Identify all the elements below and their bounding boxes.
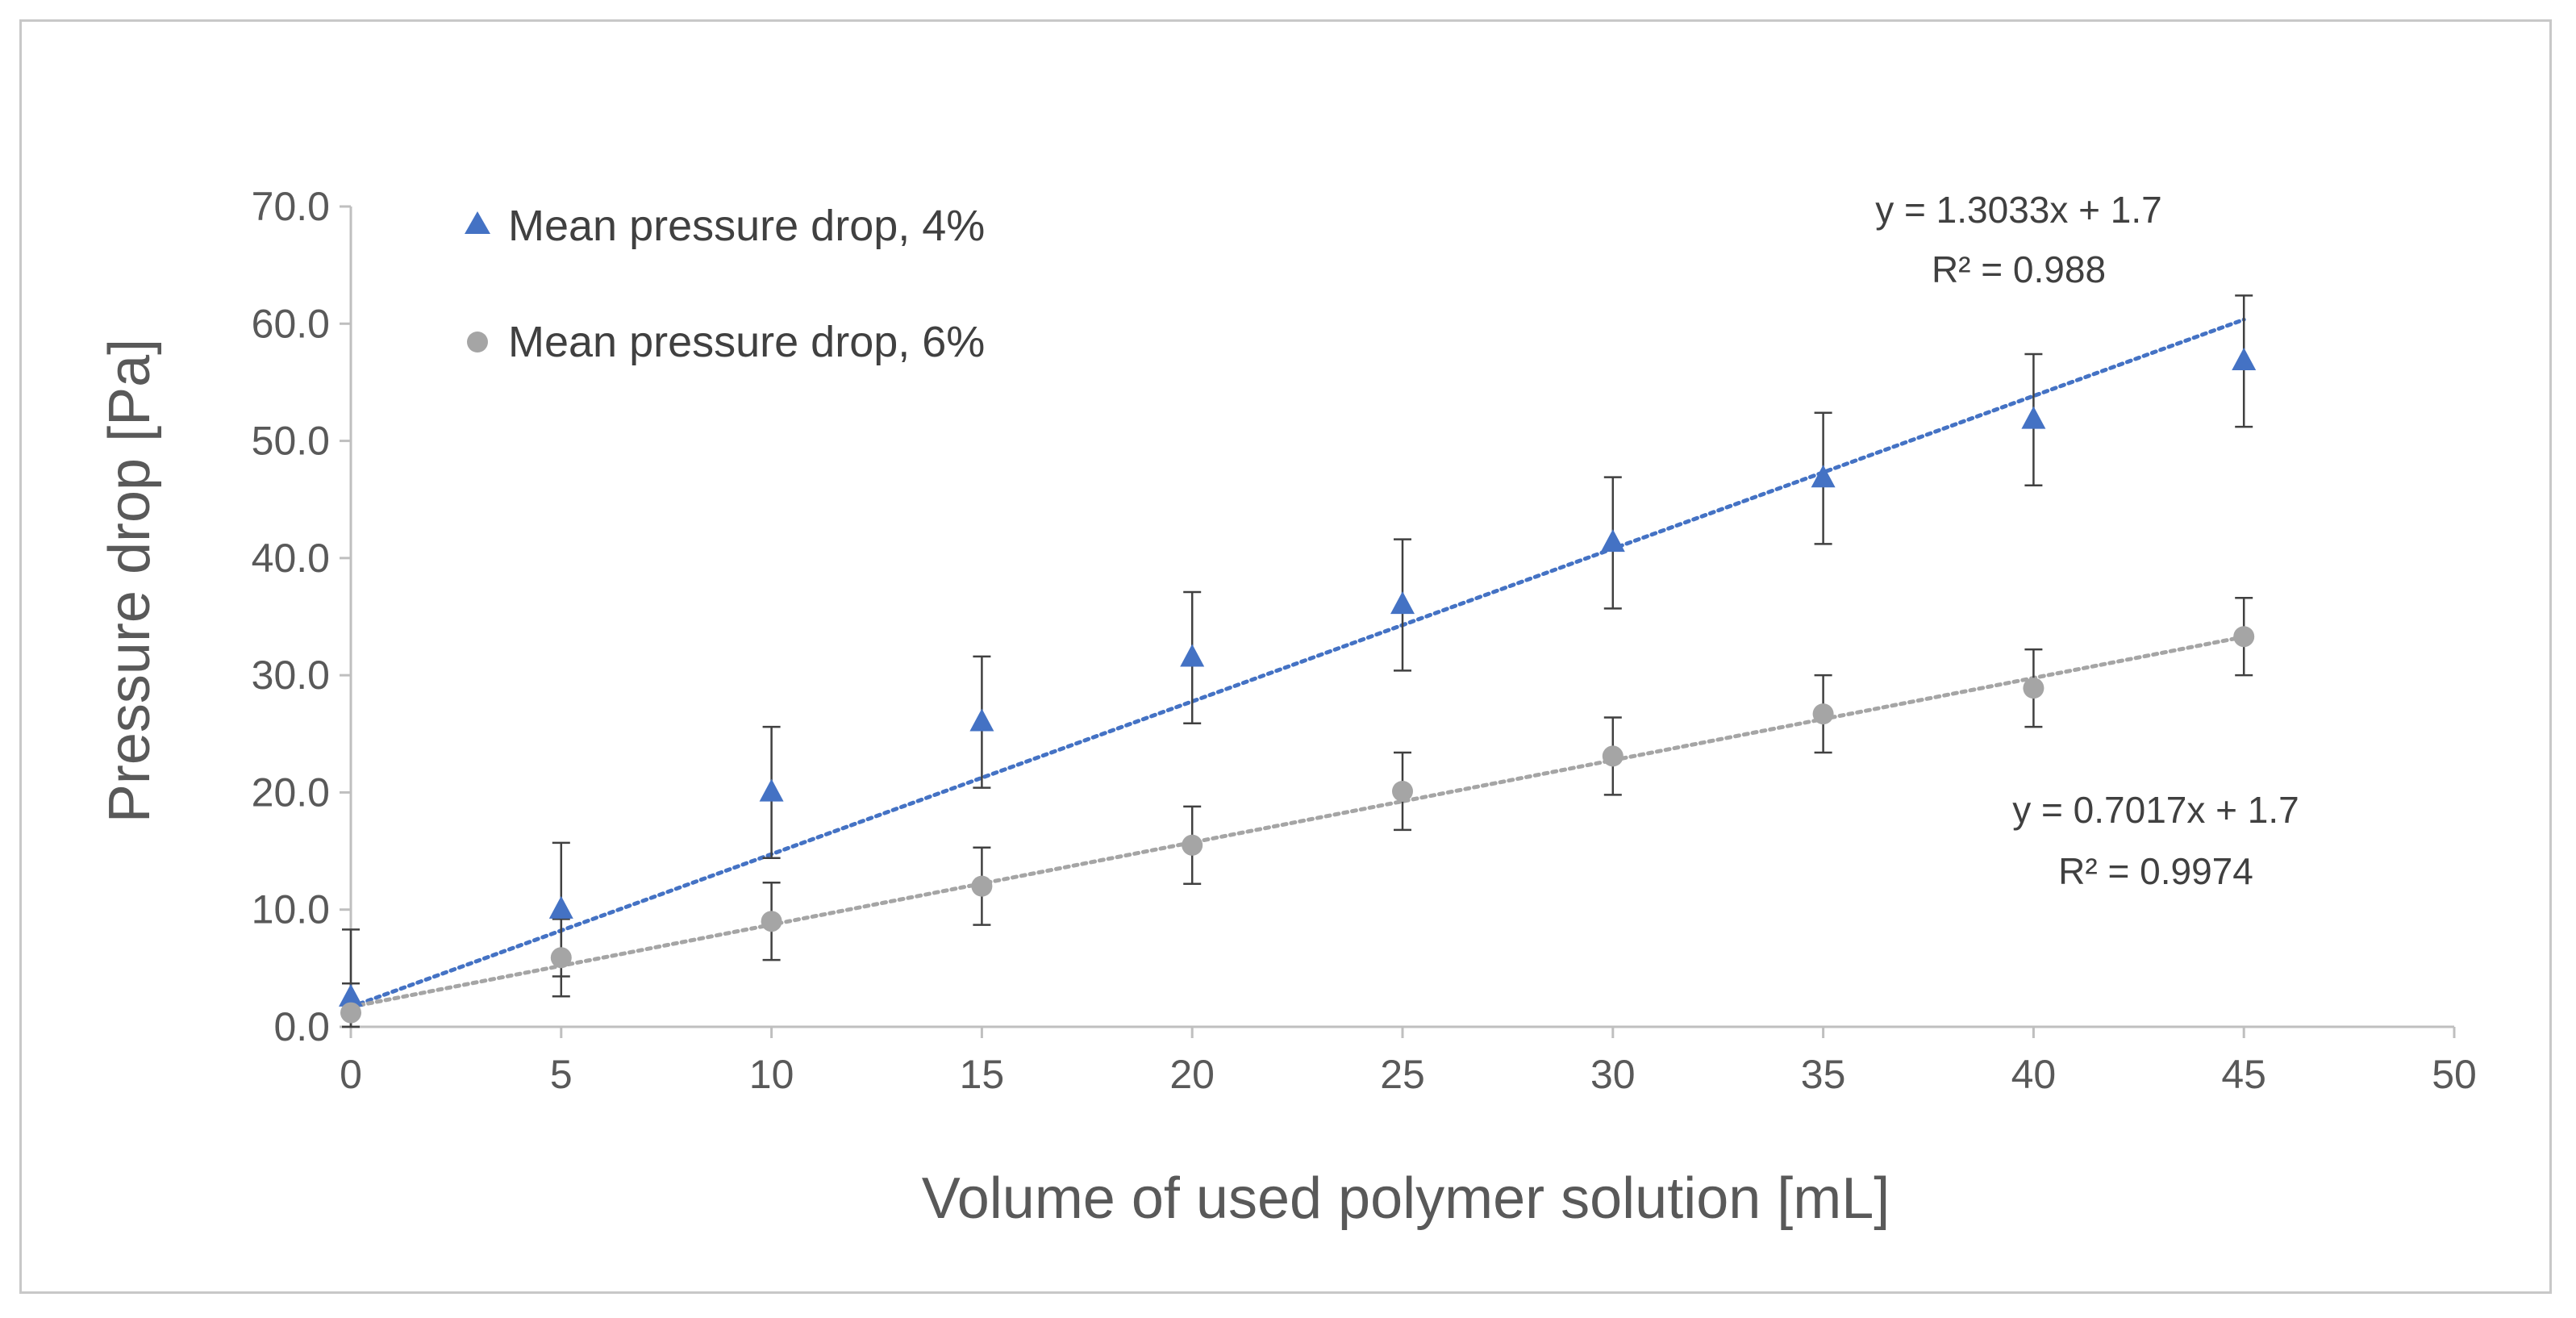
legend-triangle-marker	[465, 211, 490, 234]
x-tick-label: 50	[2432, 1052, 2477, 1097]
data-point-4-percent	[2021, 406, 2046, 429]
data-point-6-percent	[2023, 678, 2045, 699]
x-tick-label: 25	[1380, 1052, 1425, 1097]
data-point-6-percent	[761, 911, 782, 932]
trendline-4-percent	[348, 317, 2246, 1009]
x-tick-label: 15	[960, 1052, 1005, 1097]
y-tick-label: 20.0	[252, 770, 330, 815]
data-point-6-percent	[2233, 626, 2255, 648]
data-point-4-percent	[1390, 591, 1415, 615]
x-tick-label: 5	[550, 1052, 573, 1097]
data-point-4-percent	[548, 895, 573, 919]
x-tick-label: 0	[340, 1052, 362, 1097]
error-bars	[342, 294, 2253, 1028]
trendline-equation-6-percent: y = 0.7017x + 1.7	[2012, 789, 2299, 831]
y-tick-label: 60.0	[252, 301, 330, 346]
data-point-6-percent	[1602, 745, 1624, 767]
trendlines	[348, 317, 2246, 1009]
legend-circle-marker	[467, 332, 488, 352]
trendline-6-percent	[348, 635, 2246, 1009]
y-tick-label: 50.0	[252, 419, 330, 464]
trendline-r2-4-percent: R² = 0.988	[1932, 248, 2106, 290]
x-tick-label: 40	[2011, 1052, 2057, 1097]
trendline-r2-6-percent: R² = 0.9974	[2058, 850, 2253, 892]
x-tick-label: 30	[1590, 1052, 1636, 1097]
data-point-4-percent	[1600, 529, 1625, 553]
trendline-equation-4-percent: y = 1.3033x + 1.7	[1875, 189, 2162, 231]
x-tick-label: 10	[749, 1052, 794, 1097]
y-tick-label: 0.0	[273, 1004, 330, 1049]
data-point-6-percent	[1392, 780, 1413, 802]
legend: Mean pressure drop, 4% Mean pressure dro…	[465, 202, 985, 366]
data-point-6-percent	[340, 1002, 361, 1024]
x-axis-title: Volume of used polymer solution [mL]	[922, 1166, 1890, 1231]
data-point-4-percent	[759, 778, 784, 802]
data-point-6-percent	[550, 947, 572, 969]
data-point-4-percent	[339, 983, 363, 1007]
y-tick-label: 40.0	[252, 536, 330, 581]
legend-label-4-percent: Mean pressure drop, 4%	[508, 202, 985, 250]
x-tick-label: 45	[2221, 1052, 2266, 1097]
data-point-4-percent	[2232, 347, 2257, 370]
data-point-6-percent	[971, 875, 993, 897]
y-axis-title: Pressure drop [Pa]	[98, 339, 162, 823]
chart-frame	[19, 19, 2552, 1294]
data-point-6-percent	[1182, 834, 1203, 856]
data-point-4-percent	[969, 708, 994, 732]
legend-label-6-percent: Mean pressure drop, 6%	[508, 318, 985, 366]
data-point-6-percent	[1812, 703, 1834, 725]
data-point-4-percent	[1811, 465, 1836, 488]
x-tick-label: 35	[1801, 1052, 1846, 1097]
x-tick-label: 20	[1169, 1052, 1215, 1097]
y-tick-label: 30.0	[252, 653, 330, 698]
data-markers	[339, 347, 2257, 1024]
data-point-4-percent	[1180, 644, 1205, 667]
y-tick-label: 70.0	[252, 184, 330, 229]
y-tick-label: 10.0	[252, 887, 330, 932]
axes: 0 5 10 15 20 25 30 35 40 45 50 0.0 10.0 20.0 30.0 40.0 5…	[252, 184, 2477, 1097]
